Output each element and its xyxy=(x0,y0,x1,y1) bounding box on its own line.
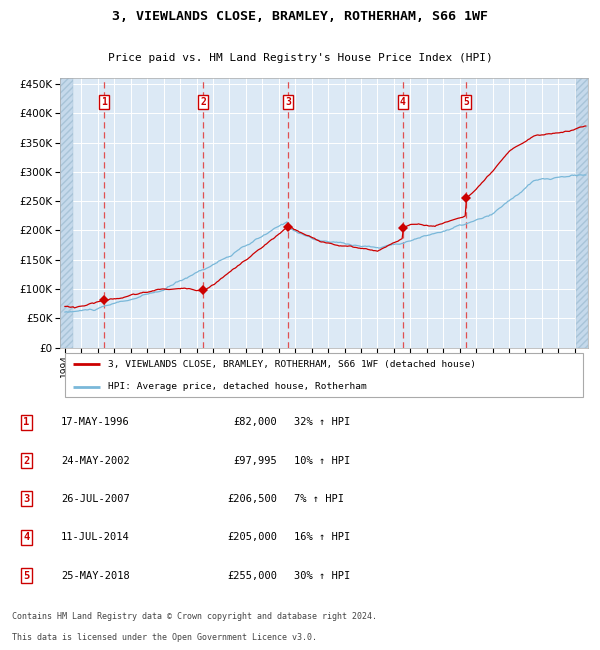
Bar xyxy=(60,78,73,348)
Text: 30% ↑ HPI: 30% ↑ HPI xyxy=(294,571,350,580)
Text: 16% ↑ HPI: 16% ↑ HPI xyxy=(294,532,350,542)
Text: 26-JUL-2007: 26-JUL-2007 xyxy=(61,494,130,504)
Text: This data is licensed under the Open Government Licence v3.0.: This data is licensed under the Open Gov… xyxy=(12,632,317,642)
Text: 25-MAY-2018: 25-MAY-2018 xyxy=(61,571,130,580)
Text: 3: 3 xyxy=(285,98,291,107)
Text: £82,000: £82,000 xyxy=(233,417,277,427)
Text: 2: 2 xyxy=(200,98,206,107)
Text: £206,500: £206,500 xyxy=(227,494,277,504)
Text: 5: 5 xyxy=(23,571,29,580)
FancyBboxPatch shape xyxy=(65,354,583,397)
Text: 1: 1 xyxy=(23,417,29,427)
Text: Contains HM Land Registry data © Crown copyright and database right 2024.: Contains HM Land Registry data © Crown c… xyxy=(12,612,377,621)
Text: 11-JUL-2014: 11-JUL-2014 xyxy=(61,532,130,542)
Text: 1: 1 xyxy=(101,98,107,107)
Text: 32% ↑ HPI: 32% ↑ HPI xyxy=(294,417,350,427)
Text: 3, VIEWLANDS CLOSE, BRAMLEY, ROTHERHAM, S66 1WF (detached house): 3, VIEWLANDS CLOSE, BRAMLEY, ROTHERHAM, … xyxy=(107,359,476,369)
Text: 2: 2 xyxy=(23,456,29,465)
Text: 7% ↑ HPI: 7% ↑ HPI xyxy=(294,494,344,504)
Text: 17-MAY-1996: 17-MAY-1996 xyxy=(61,417,130,427)
Text: 4: 4 xyxy=(400,98,406,107)
Text: 10% ↑ HPI: 10% ↑ HPI xyxy=(294,456,350,465)
Text: 3: 3 xyxy=(23,494,29,504)
Text: £97,995: £97,995 xyxy=(233,456,277,465)
Bar xyxy=(577,78,588,348)
Text: HPI: Average price, detached house, Rotherham: HPI: Average price, detached house, Roth… xyxy=(107,382,366,391)
Text: 4: 4 xyxy=(23,532,29,542)
Text: 24-MAY-2002: 24-MAY-2002 xyxy=(61,456,130,465)
Text: £255,000: £255,000 xyxy=(227,571,277,580)
Text: Price paid vs. HM Land Registry's House Price Index (HPI): Price paid vs. HM Land Registry's House … xyxy=(107,53,493,63)
Text: 3, VIEWLANDS CLOSE, BRAMLEY, ROTHERHAM, S66 1WF: 3, VIEWLANDS CLOSE, BRAMLEY, ROTHERHAM, … xyxy=(112,10,488,23)
Text: 5: 5 xyxy=(463,98,469,107)
Text: £205,000: £205,000 xyxy=(227,532,277,542)
